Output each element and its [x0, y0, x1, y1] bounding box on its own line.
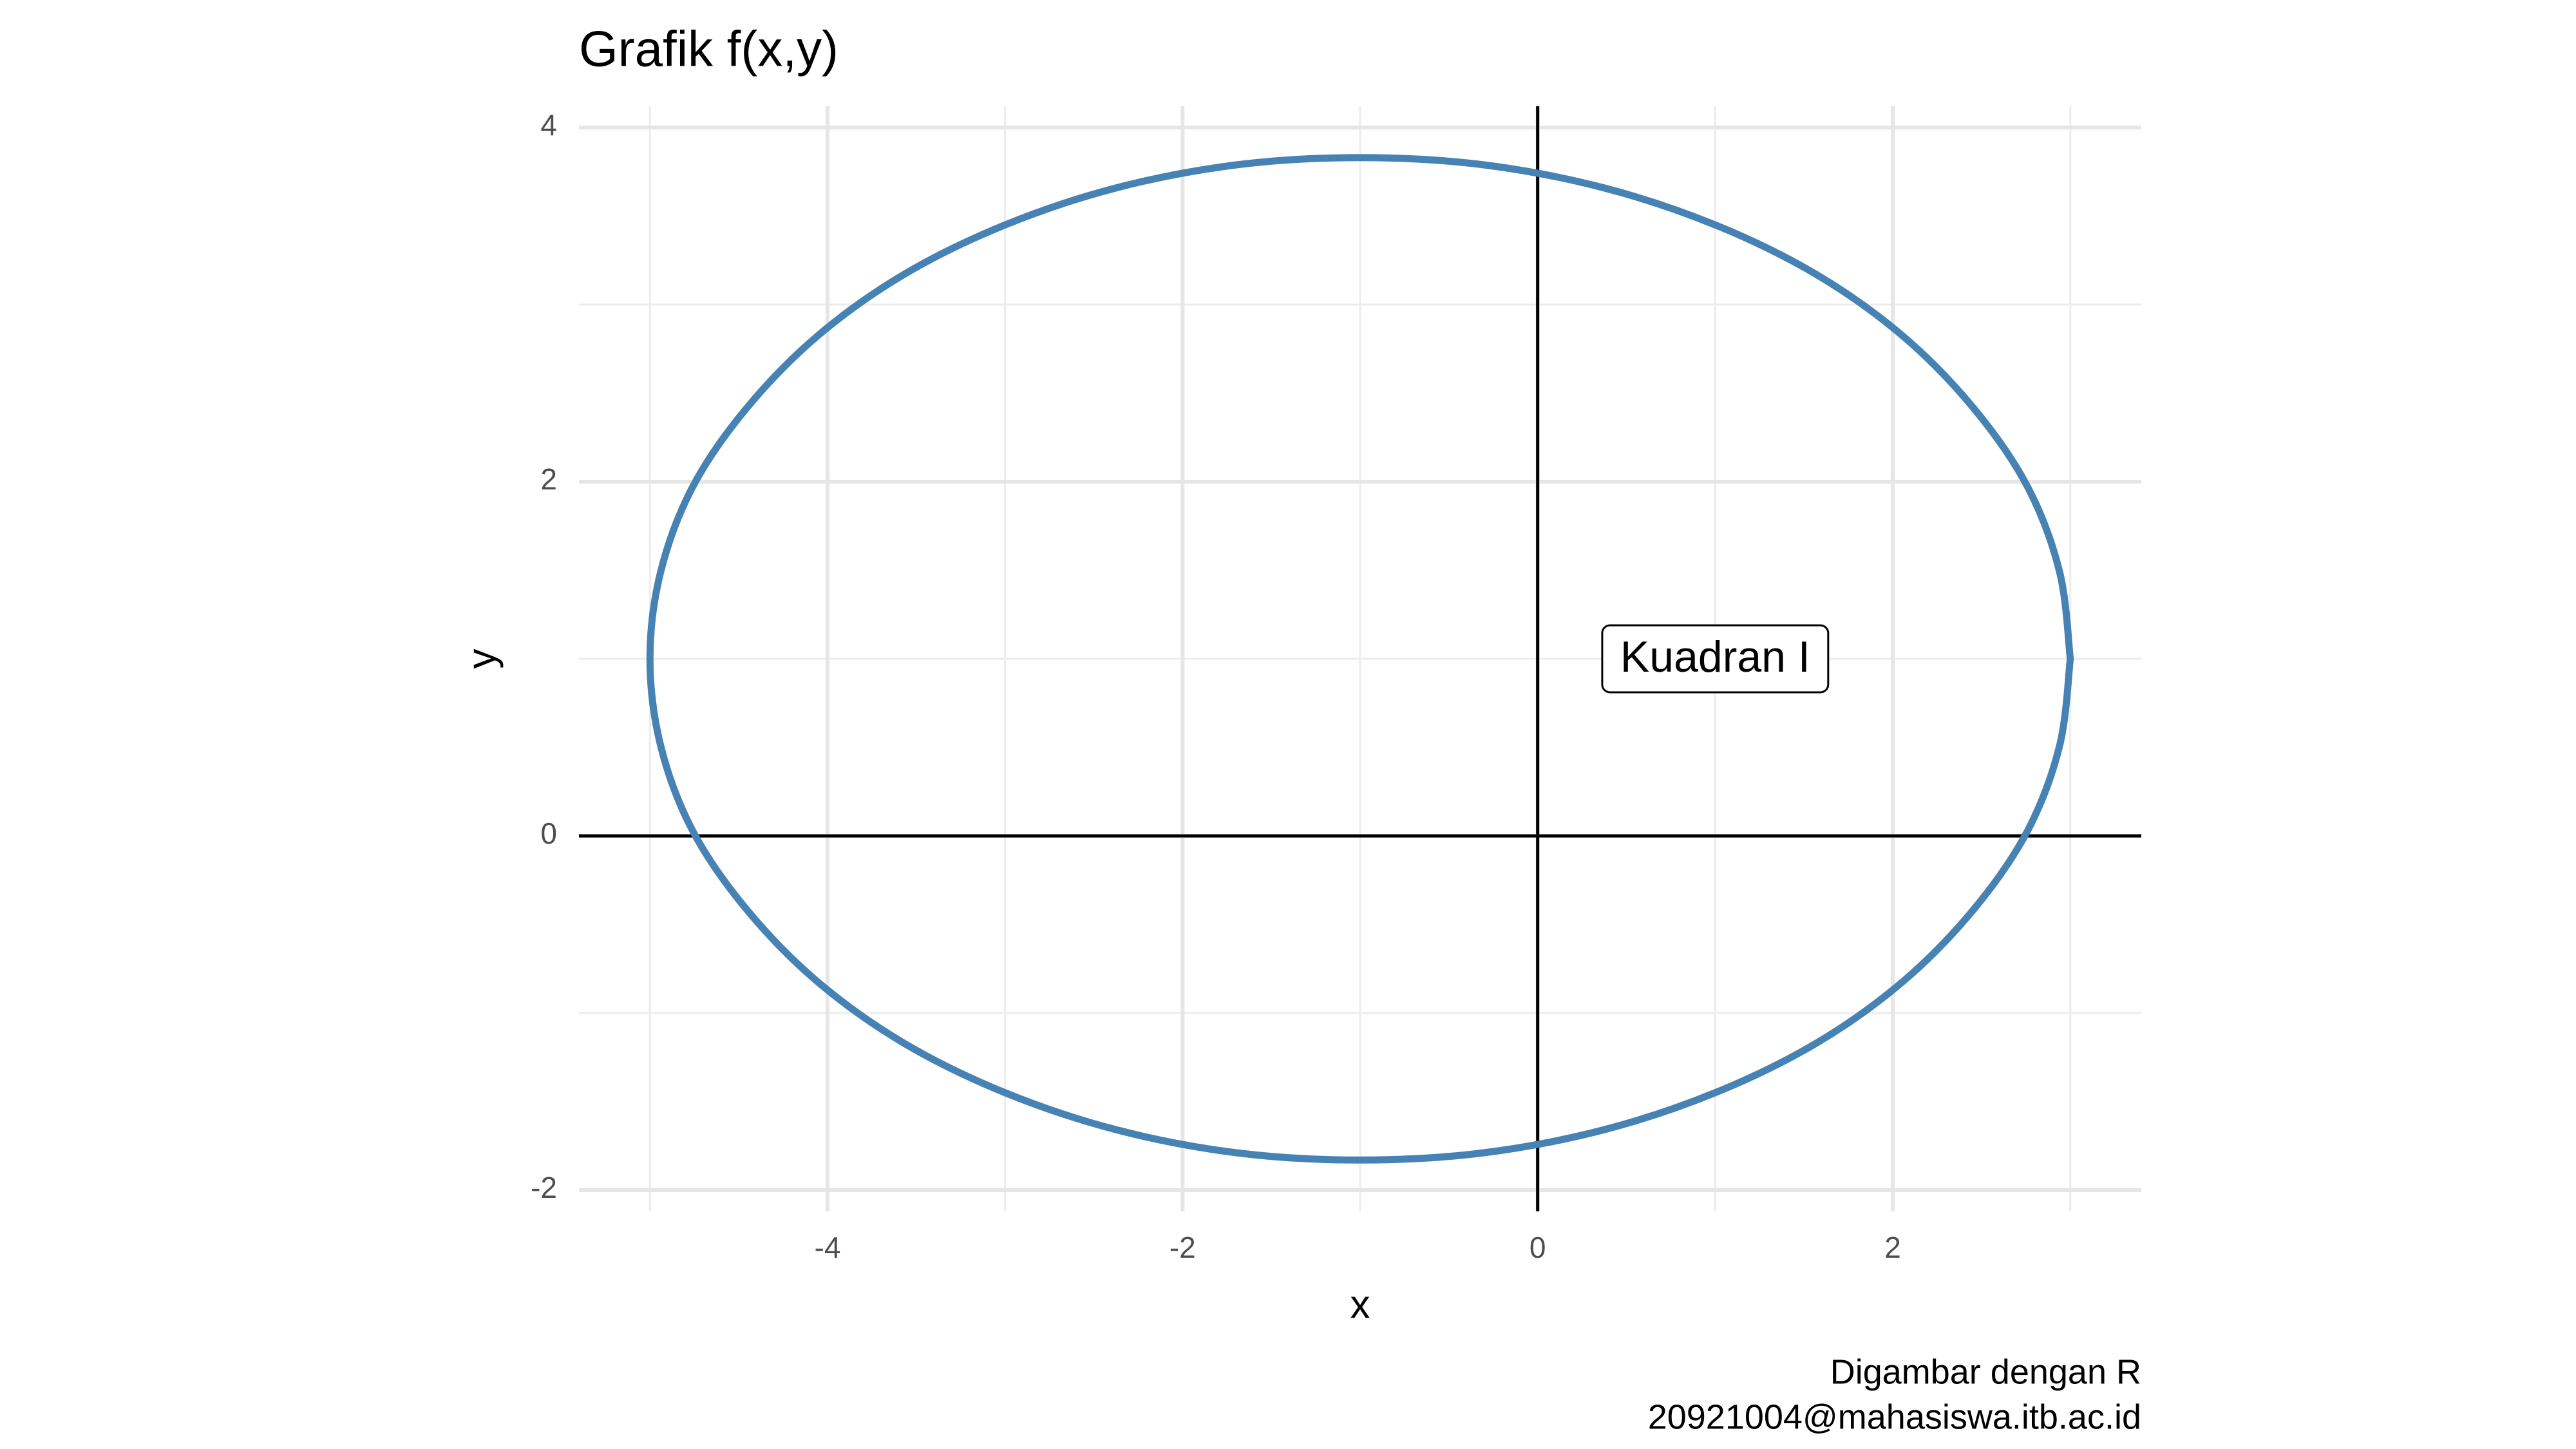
- x-tick-label: -4: [815, 1231, 841, 1264]
- y-tick-label: 0: [540, 817, 557, 850]
- caption: 20921004@mahasiswa.itb.ac.id: [1648, 1397, 2141, 1436]
- y-tick-label: -2: [531, 1171, 557, 1204]
- annotation-text: Kuadran I: [1620, 632, 1810, 681]
- x-tick-label: -2: [1170, 1231, 1196, 1264]
- y-axis-title: y: [459, 649, 504, 669]
- caption: Digambar dengan R: [1830, 1352, 2141, 1391]
- y-tick-label: 4: [540, 108, 557, 142]
- x-tick-label: 2: [1884, 1231, 1901, 1264]
- annotation-box: [1601, 624, 1830, 694]
- chart-title: Grafik f(x,y): [579, 21, 838, 77]
- annotation: Kuadran I: [1601, 624, 1830, 694]
- data-line: [646, 154, 2074, 1164]
- x-tick-label: 0: [1530, 1231, 1546, 1264]
- y-tick-label: 2: [540, 462, 557, 496]
- x-axis-title: x: [1350, 1282, 1370, 1327]
